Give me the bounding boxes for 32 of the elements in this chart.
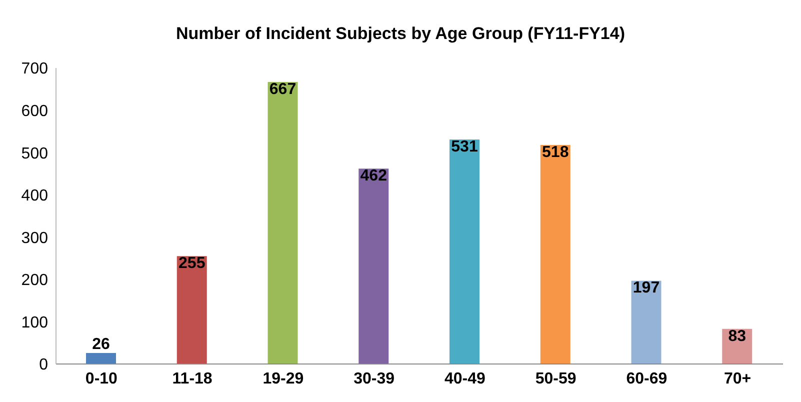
data-label: 531 — [451, 138, 478, 156]
y-tick-label: 500 — [21, 145, 48, 162]
y-tick-label: 300 — [21, 230, 48, 247]
y-tick-label: 200 — [21, 272, 48, 290]
y-tick-label: 0 — [39, 356, 48, 374]
data-label: 255 — [178, 255, 206, 272]
bar — [268, 82, 298, 364]
bar — [86, 353, 116, 364]
y-tick-label: 600 — [21, 102, 48, 120]
x-tick-label: 30-39 — [354, 370, 395, 388]
bar — [631, 280, 662, 364]
data-label: 83 — [728, 328, 746, 345]
y-tick-label: 100 — [21, 314, 48, 332]
x-tick-label: 0-10 — [85, 370, 118, 388]
chart-title: Number of Incident Subjects by Age Group (FY11-FY14) — [175, 23, 626, 45]
bar — [358, 168, 389, 364]
data-label: 667 — [269, 80, 296, 98]
x-tick-label: 19-29 — [262, 370, 304, 388]
y-tick-label: 700 — [21, 60, 48, 78]
bar — [176, 256, 207, 364]
data-label: 518 — [542, 144, 569, 161]
x-tick-label: 60-69 — [626, 370, 668, 388]
x-tick-label: 11-18 — [172, 370, 212, 388]
x-tick-label: 40-49 — [444, 370, 486, 388]
bar — [540, 144, 570, 364]
data-label: 462 — [360, 168, 388, 185]
x-tick-label: 70+ — [724, 370, 752, 388]
data-label: 26 — [92, 336, 110, 354]
y-tick-label: 400 — [21, 188, 48, 205]
bar — [450, 139, 480, 364]
x-tick-label: 50-59 — [535, 370, 576, 388]
data-label: 197 — [632, 280, 660, 297]
